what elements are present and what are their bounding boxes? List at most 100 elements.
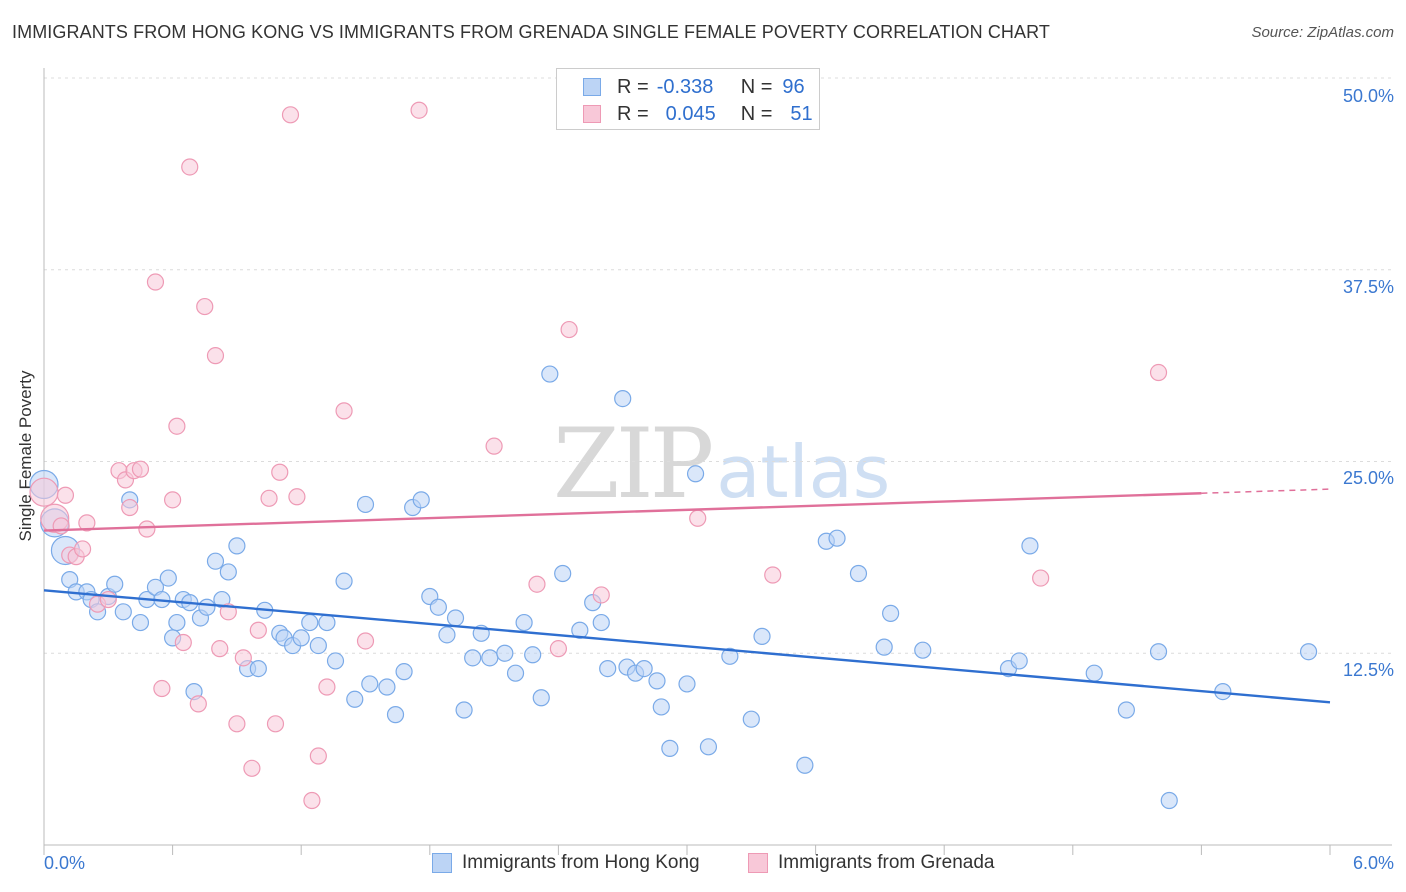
hong-kong-point	[532, 689, 550, 707]
n-label: N =	[740, 75, 773, 98]
hong-kong-point	[159, 569, 177, 587]
grenada-point	[1149, 363, 1168, 382]
hong-kong-point	[554, 564, 572, 583]
y-tick-label: 50.0%	[1342, 86, 1394, 106]
hong-kong-point	[524, 646, 542, 664]
grenada-point	[249, 621, 267, 639]
grenada-point	[189, 695, 207, 713]
hong-kong-point	[198, 598, 216, 616]
grenada-point	[56, 486, 75, 504]
grenada-point	[689, 509, 707, 527]
x-tick-label-min: 0.0%	[44, 853, 86, 873]
grenada-point	[29, 477, 59, 507]
legend-item-hong-kong[interactable]: Immigrants from Hong Kong	[432, 852, 700, 874]
grenada-point	[1032, 569, 1050, 587]
hong-kong-point	[346, 690, 364, 708]
grenada-point	[181, 158, 199, 176]
grenada-point	[592, 586, 610, 604]
hong-kong-point	[541, 365, 559, 383]
hong-kong-point	[429, 598, 447, 616]
grenada-point	[318, 678, 336, 696]
grenada-point	[164, 491, 182, 509]
grenada-point	[281, 106, 300, 124]
x-tick-label-max: 6.0%	[1352, 853, 1394, 873]
grenada-point	[99, 590, 117, 609]
hong-kong-point	[914, 641, 932, 659]
hong-kong-point	[228, 537, 246, 555]
hong-kong-point	[742, 710, 760, 728]
hong-kong-point	[106, 575, 124, 593]
legend-label-hong-kong: Immigrants from Hong Kong	[462, 852, 700, 873]
hong-kong-point	[686, 465, 705, 483]
hong-kong-point	[438, 626, 456, 644]
grenada-trend-extension	[1201, 488, 1331, 495]
hong-kong-point	[753, 627, 771, 645]
hong-kong-point	[378, 678, 396, 696]
hong-kong-point	[1085, 664, 1103, 682]
grenada-point	[228, 715, 246, 733]
hong-kong-point	[446, 609, 465, 627]
grenada-point	[146, 273, 165, 291]
r-value: -0.338	[656, 75, 714, 98]
grenada-trend-line	[43, 492, 1202, 532]
hong-kong-point	[131, 613, 150, 632]
hong-kong-point	[828, 529, 846, 547]
hong-kong-point	[678, 675, 696, 693]
hong-kong-point	[1160, 791, 1178, 810]
hong-kong-point	[648, 672, 666, 690]
hong-kong-point	[219, 563, 237, 581]
y-tick-label: 12.5%	[1342, 660, 1394, 680]
grenada-point	[303, 791, 321, 810]
hong-kong-point	[464, 649, 482, 667]
r-label: R =	[617, 102, 649, 125]
legend-row-hong-kong: R = -0.338 N = 96	[583, 75, 805, 99]
grenada-point	[764, 566, 782, 584]
hong-kong-point	[592, 613, 610, 632]
grenada-point	[356, 632, 375, 650]
grenada-point	[335, 402, 353, 420]
grenada-point	[549, 640, 568, 658]
correlation-legend: R = -0.338 N = 96 R = 0.045 N = 51	[556, 68, 820, 130]
hong-kong-point	[1299, 643, 1318, 661]
legend-row-grenada: R = 0.045 N = 51	[583, 102, 813, 126]
hong-kong-point	[721, 647, 739, 665]
legend-label-grenada: Immigrants from Grenada	[778, 852, 995, 873]
hong-kong-point	[249, 659, 267, 678]
hong-kong-point	[882, 604, 900, 622]
grenada-point	[196, 297, 214, 316]
hong-kong-point	[356, 495, 375, 514]
hong-kong-point	[361, 675, 379, 693]
hong-kong-point	[412, 491, 430, 509]
hong-kong-point	[652, 698, 670, 716]
grenada-point	[288, 488, 306, 506]
grenada-point	[168, 417, 186, 435]
grenada-point	[52, 517, 70, 535]
hong-kong-point	[168, 613, 186, 632]
hong-kong-point	[1149, 643, 1168, 661]
hong-kong-point	[206, 552, 225, 570]
legend-swatch-hong-kong	[583, 78, 601, 96]
grenada-point	[266, 715, 285, 733]
n-value: 96	[782, 75, 805, 98]
grenada-point	[138, 520, 156, 538]
hong-kong-point	[1117, 701, 1135, 719]
hong-kong-point	[571, 621, 589, 639]
y-tick-label: 37.5%	[1342, 277, 1394, 297]
hong-kong-point	[699, 738, 718, 756]
chart-title: IMMIGRANTS FROM HONG KONG VS IMMIGRANTS …	[12, 22, 1050, 42]
y-tick-label: 25.0%	[1342, 468, 1394, 488]
hong-kong-point	[506, 664, 525, 682]
legend-item-grenada[interactable]: Immigrants from Grenada	[748, 852, 994, 874]
hong-kong-point	[849, 564, 868, 583]
hong-kong-point	[796, 756, 814, 774]
grenada-point	[260, 489, 278, 507]
grenada-point	[243, 759, 261, 777]
grenada-point	[560, 320, 578, 339]
grenada-point	[485, 437, 503, 455]
grenada-point	[153, 679, 171, 698]
hong-kong-point	[661, 739, 679, 757]
hong-kong-point	[481, 649, 499, 667]
grenada-point	[174, 633, 192, 652]
source-credit: Source: ZipAtlas.com	[1251, 24, 1394, 41]
